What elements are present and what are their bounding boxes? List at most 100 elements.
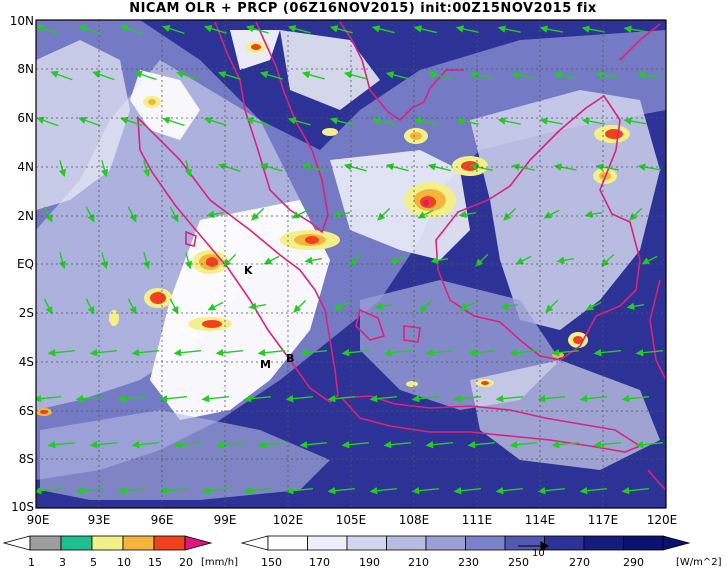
wind-vector-head [467,348,476,357]
wind-vector-head [593,440,602,449]
y-tick-label: 4S [18,355,34,369]
olr-colorbar-swatch [386,535,427,551]
wind-vector-head [89,348,98,357]
wind-vector-head [509,440,518,449]
coastline-belitung [403,325,421,343]
wind-vector-head [36,486,42,495]
wind-vector-head [329,25,339,33]
wind-vector-head [257,348,266,357]
wind-vector-head [495,394,504,403]
precip-cell [280,230,340,250]
wind-vector-head [623,25,632,33]
x-tick-label: 105E [335,513,367,527]
precip-cell [452,156,488,176]
wind-vector-head [243,394,252,403]
wind-vector-head [36,24,45,32]
precipitation-cells [36,41,630,416]
wind-vector-head [333,303,342,311]
precip-cell [143,96,161,108]
wind-vector-head [259,163,269,171]
wind-vector-head [411,394,420,403]
wind-vector-head [248,302,257,310]
wind-vector-head [383,348,392,357]
wind-vector-head [293,304,302,313]
wind-vector-head [430,256,439,264]
wind-vector-head [509,348,518,357]
coastline-sulawesi [649,279,666,381]
wind-vector-head [173,348,182,357]
x-tick-label: 108E [398,513,430,527]
wind-vector-head [419,304,428,313]
wind-vector-head [469,71,479,79]
olr-colorbar-tick: 150 [261,556,282,569]
precip-colorbar-swatch [29,535,62,551]
wind-vector-head [47,348,56,357]
wind-vector-head [171,213,179,223]
y-tick-label: 10S [11,500,34,514]
precip-cell [144,288,172,308]
wind-vector-head [581,117,590,125]
y-tick-label: 2N [17,209,34,223]
precip-colorbar-tick: 15 [148,556,162,569]
gridlines [36,20,666,508]
olr-colorbar-tick: 190 [359,556,380,569]
wind-vector-head [203,117,213,125]
wind-vector-head [142,168,151,178]
wind-vector-head [413,25,423,33]
wind-vector-head [455,25,465,33]
wind-vector-head [184,168,193,178]
x-tick-label: 111E [461,513,493,527]
y-tick-label: 8N [17,62,34,76]
wind-vector-head [369,486,378,495]
precip-cell [188,317,232,331]
olr-colorbar-swatch [465,535,506,551]
wind-vector-head [47,440,56,449]
y-tick-label: 6N [17,111,34,125]
x-tick-label: 102E [272,513,304,527]
precip-cell [322,128,338,136]
wind-vector-head [299,348,308,357]
wind-vector-head [92,70,101,78]
wind-vector-head [100,168,109,178]
x-tick-label: 120E [646,513,678,527]
wind-vector-head [497,25,506,33]
wind-vector-head [427,71,437,79]
wind-vector-head [134,70,143,78]
wind-vector-head [120,116,129,124]
precip-cell [36,408,52,416]
wind-vector-head [413,117,423,125]
wind-vector-head [635,440,644,449]
wind-vector-head [455,117,465,125]
wind-vector-head [87,305,95,315]
olr-colorbar [240,535,691,551]
wind-vector-head [537,486,546,495]
marker-b-label: B [286,352,294,365]
precip-cell [406,381,418,387]
wind-vector-head [371,117,381,125]
wind-vector-head [217,71,227,79]
wind-vector-head [291,211,300,219]
wind-vectors [36,24,664,495]
coastline-borneo [435,94,641,361]
x-tick-label: 96E [150,513,174,527]
wind-vector-head [263,257,272,265]
olr-colorbar-swatch [267,535,308,551]
precip-colorbar-tick: 10 [117,556,131,569]
wind-vector-head [389,257,398,265]
wind-vector-head [257,440,266,449]
marker-m-label: M [260,358,271,371]
wind-vector-head [259,71,269,79]
wind-vector-head [36,116,45,124]
precip-colorbar-tick: 1 [28,556,35,569]
coastline-bangka [355,308,386,341]
y-tick-label: 6S [18,404,34,418]
wind-vector-head [581,25,590,33]
wind-vector-head [579,394,588,403]
wind-vector-head [537,394,546,403]
wind-vector-head [159,486,168,495]
wind-vector-head [601,258,610,267]
wind-vector-head [467,440,476,449]
wind-vector-head [89,440,98,449]
wind-vector-head [411,486,420,495]
